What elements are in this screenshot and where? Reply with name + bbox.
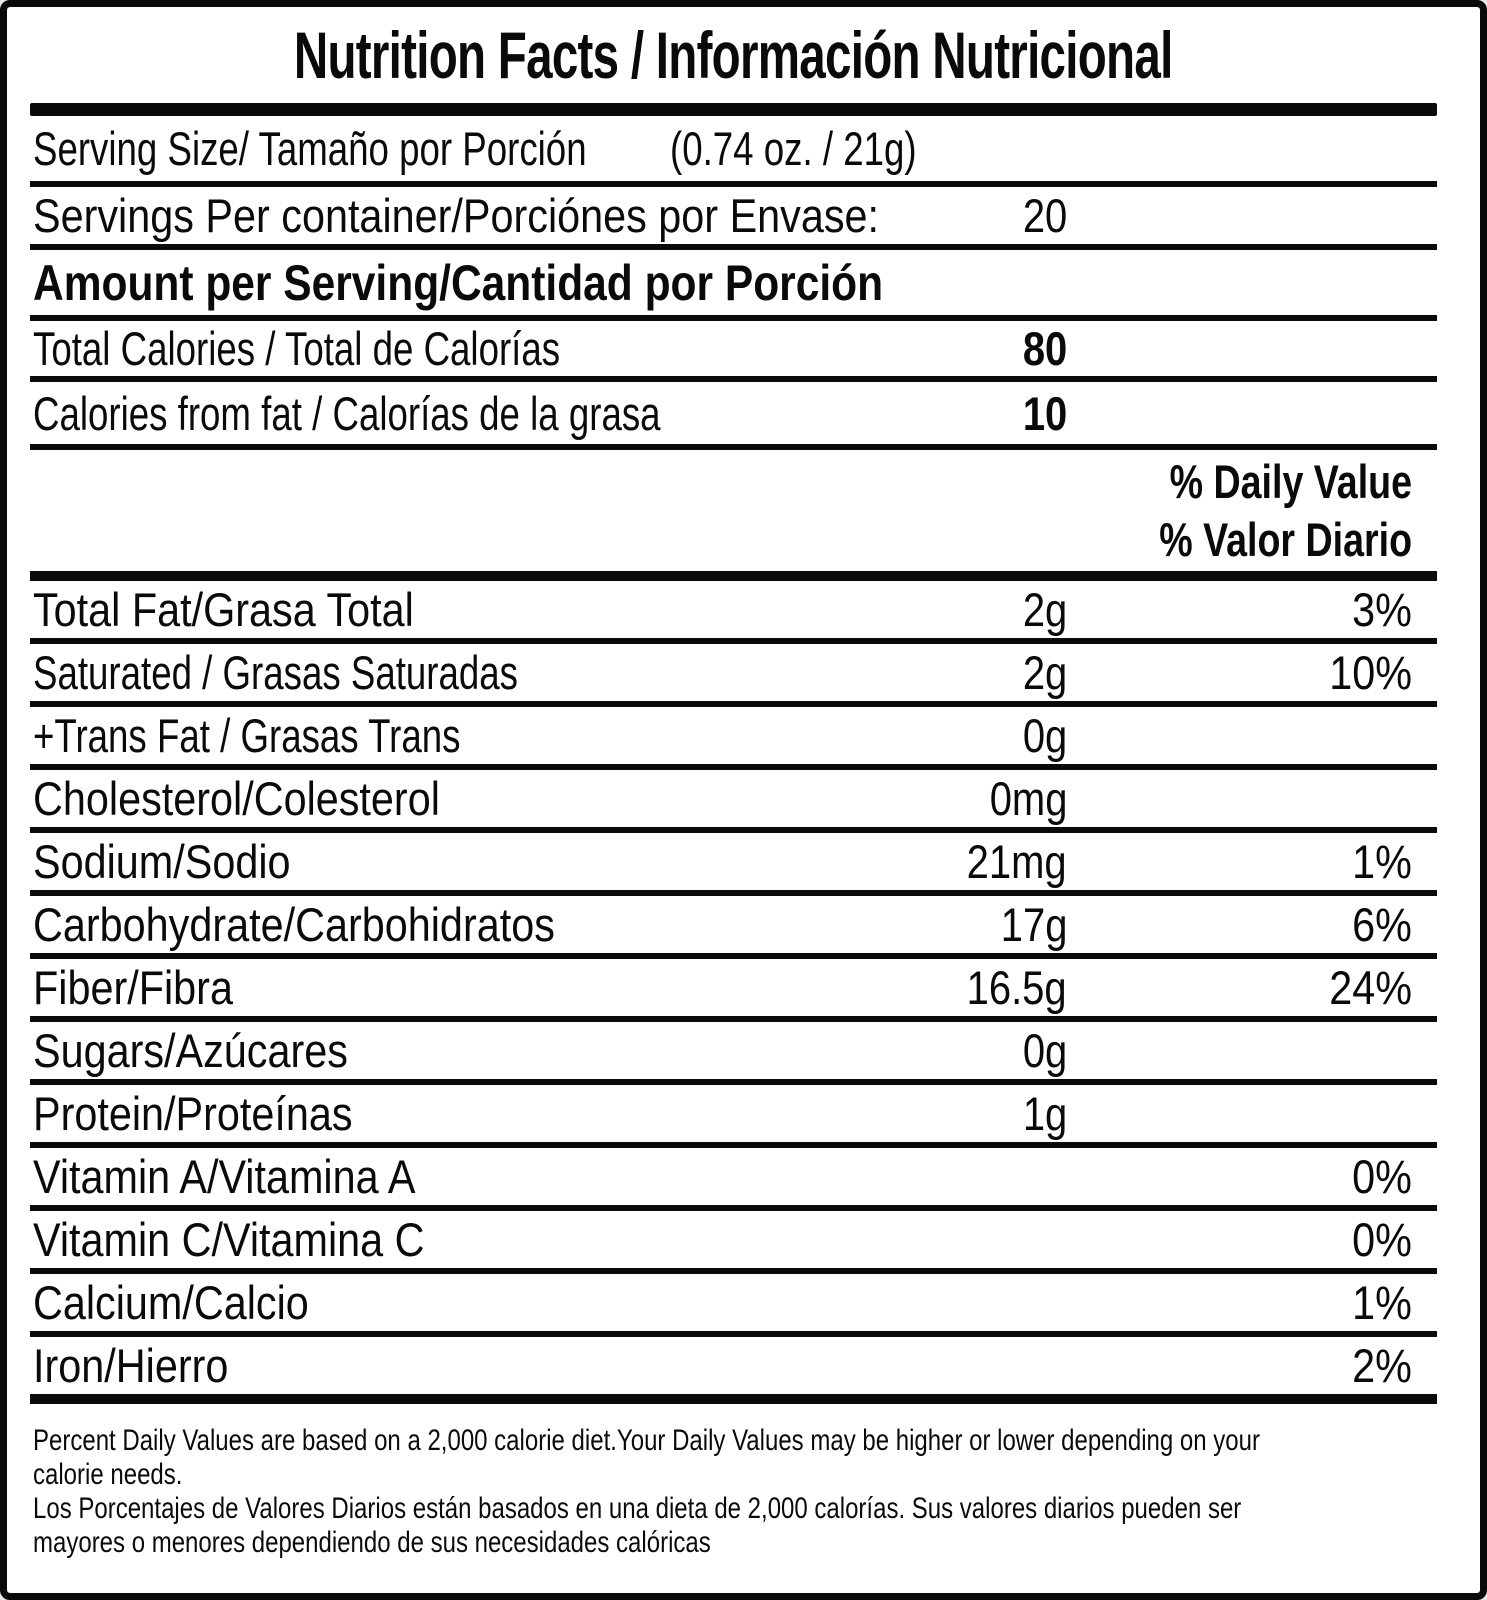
total-calories-row: Total Calories / Total de Calorías 80 [30,321,1437,382]
serving-size-value: (0.74 oz. / 21g) [670,122,917,175]
nutrient-amount: 16.5g [967,961,1067,1014]
nutrient-amount: 0g [1022,1024,1067,1077]
nutrient-label: Iron/Hierro [33,1339,229,1392]
servings-per-container-value: 20 [1022,189,1067,242]
nutrient-daily-value: 1% [1352,1276,1412,1329]
nutrient-label: Vitamin C/Vitamina C [33,1213,425,1266]
nutrient-rows: Total Fat/Grasa Total 2g 3% Saturated / … [30,581,1437,1404]
servings-per-container-row: Servings Per container/Porciónes por Env… [30,187,1437,250]
nutrient-amount: 2g [1022,583,1067,636]
nutrient-label: +Trans Fat / Grasas Trans [33,709,461,762]
nutrient-row: Total Fat/Grasa Total 2g 3% [30,581,1437,644]
serving-size-label: Serving Size/ Tamaño por Porción [33,122,587,175]
serving-size-row: Serving Size/ Tamaño por Porción (0.74 o… [30,116,1437,187]
nutrient-row: Sugars/Azúcares 0g [30,1022,1437,1085]
nutrient-amount: 0mg [989,772,1067,825]
nutrient-daily-value: 2% [1352,1339,1412,1392]
total-calories-value: 80 [1022,322,1067,375]
nutrient-daily-value: 1% [1352,835,1412,888]
nutrient-label: Sodium/Sodio [33,835,291,888]
nutrient-daily-value: 0% [1352,1150,1412,1203]
nutrient-daily-value: 0% [1352,1213,1412,1266]
nutrient-row: Protein/Proteínas 1g [30,1085,1437,1148]
footnote-spanish: Los Porcentajes de Valores Diarios están… [33,1492,1242,1559]
nutrient-label: Saturated / Grasas Saturadas [33,646,519,699]
nutrient-label: Carbohydrate/Carbohidratos [33,898,555,951]
nutrient-amount: 0g [1022,709,1067,762]
nutrient-label: Protein/Proteínas [33,1087,353,1140]
nutrient-row: Fiber/Fibra 16.5g 24% [30,959,1437,1022]
header: Nutrition Facts / Información Nutriciona… [30,7,1437,103]
nutrient-row: Iron/Hierro 2% [30,1337,1437,1404]
nutrient-amount: 21mg [967,835,1067,888]
daily-value-header-block: % Daily Value % Valor Diario [30,450,1437,581]
nutrient-label: Cholesterol/Colesterol [33,772,440,825]
nutrient-daily-value: 10% [1329,646,1412,699]
footnote-english: Percent Daily Values are based on a 2,00… [33,1424,1260,1491]
footnote: Percent Daily Values are based on a 2,00… [30,1404,1437,1560]
amount-per-serving-header-row: Amount per Serving/Cantidad por Porción [30,250,1437,321]
nutrient-row: Calcium/Calcio 1% [30,1274,1437,1337]
nutrient-label: Fiber/Fibra [33,961,233,1014]
calories-from-fat-value: 10 [1022,386,1067,440]
nutrient-row: Carbohydrate/Carbohidratos 17g 6% [30,896,1437,959]
nutrient-label: Total Fat/Grasa Total [33,583,414,636]
nutrient-row: Sodium/Sodio 21mg 1% [30,833,1437,896]
nutrient-amount: 2g [1022,646,1067,699]
nutrient-label: Vitamin A/Vitamina A [33,1150,416,1203]
nutrient-label: Calcium/Calcio [33,1276,309,1329]
nutrient-label: Sugars/Azúcares [33,1024,348,1077]
nutrient-row: +Trans Fat / Grasas Trans 0g [30,707,1437,770]
nutrient-daily-value: 24% [1329,961,1412,1014]
title-divider-bar [30,103,1437,116]
nutrient-row: Vitamin A/Vitamina A 0% [30,1148,1437,1211]
nutrient-amount: 17g [1000,898,1067,951]
daily-value-header-en: % Daily Value [1169,454,1412,508]
calories-from-fat-label: Calories from fat / Calorías de la grasa [33,386,661,440]
nutrient-daily-value: 6% [1352,898,1412,951]
page-title: Nutrition Facts / Información Nutriciona… [294,18,1173,92]
nutrient-amount: 1g [1022,1087,1067,1140]
daily-value-header-es: % Valor Diario [1159,513,1412,567]
nutrient-daily-value: 3% [1352,583,1412,636]
label-content: Nutrition Facts / Información Nutriciona… [30,7,1437,1560]
servings-per-container-label: Servings Per container/Porciónes por Env… [33,189,880,242]
amount-per-serving-header: Amount per Serving/Cantidad por Porción [33,254,884,311]
nutrient-row: Saturated / Grasas Saturadas 2g 10% [30,644,1437,707]
total-calories-label: Total Calories / Total de Calorías [33,322,561,375]
nutrient-row: Cholesterol/Colesterol 0mg [30,770,1437,833]
calories-from-fat-row: Calories from fat / Calorías de la grasa… [30,382,1437,450]
nutrient-row: Vitamin C/Vitamina C 0% [30,1211,1437,1274]
